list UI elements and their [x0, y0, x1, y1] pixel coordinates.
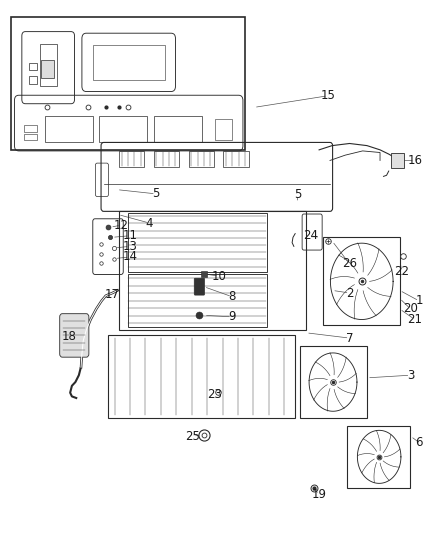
- Text: 5: 5: [152, 188, 159, 200]
- Text: 13: 13: [122, 240, 137, 253]
- Bar: [11, 17, 245, 150]
- Bar: [119, 151, 144, 167]
- Text: 23: 23: [207, 389, 222, 401]
- Bar: [391, 152, 404, 168]
- Bar: [154, 151, 179, 167]
- Bar: [188, 151, 214, 167]
- Text: 6: 6: [416, 436, 423, 449]
- Bar: [42, 60, 54, 78]
- Text: 16: 16: [407, 154, 422, 167]
- Text: 7: 7: [346, 332, 353, 344]
- Bar: [300, 346, 367, 418]
- Bar: [154, 116, 201, 142]
- Bar: [24, 125, 37, 132]
- Text: 14: 14: [122, 251, 137, 263]
- Bar: [93, 45, 165, 80]
- Bar: [99, 116, 147, 142]
- Text: 3: 3: [407, 369, 414, 382]
- Bar: [45, 116, 93, 142]
- Text: 11: 11: [122, 229, 137, 242]
- Text: 25: 25: [185, 430, 200, 443]
- Bar: [119, 211, 306, 330]
- Text: 15: 15: [320, 89, 335, 102]
- FancyBboxPatch shape: [194, 278, 205, 295]
- Text: 1: 1: [416, 294, 423, 308]
- Bar: [24, 134, 37, 140]
- Text: 26: 26: [342, 257, 357, 270]
- Bar: [29, 76, 37, 84]
- Bar: [127, 214, 267, 272]
- Text: 20: 20: [403, 302, 418, 316]
- Text: 5: 5: [293, 189, 301, 201]
- Bar: [29, 63, 37, 70]
- Bar: [347, 425, 410, 488]
- Bar: [127, 274, 267, 327]
- FancyBboxPatch shape: [60, 314, 89, 357]
- Text: 9: 9: [228, 310, 236, 324]
- Text: 4: 4: [145, 216, 153, 230]
- Text: 17: 17: [105, 288, 120, 301]
- Text: 8: 8: [228, 290, 236, 303]
- Text: 19: 19: [311, 488, 327, 501]
- Text: 2: 2: [346, 287, 353, 300]
- Bar: [108, 335, 295, 418]
- Text: 18: 18: [61, 330, 76, 343]
- Bar: [223, 151, 249, 167]
- Bar: [323, 237, 399, 325]
- Bar: [215, 119, 232, 140]
- Text: 21: 21: [407, 313, 422, 326]
- Bar: [40, 44, 57, 86]
- Text: 24: 24: [303, 229, 318, 242]
- Text: 12: 12: [113, 219, 129, 232]
- Text: 10: 10: [212, 270, 226, 282]
- Text: 22: 22: [394, 265, 409, 278]
